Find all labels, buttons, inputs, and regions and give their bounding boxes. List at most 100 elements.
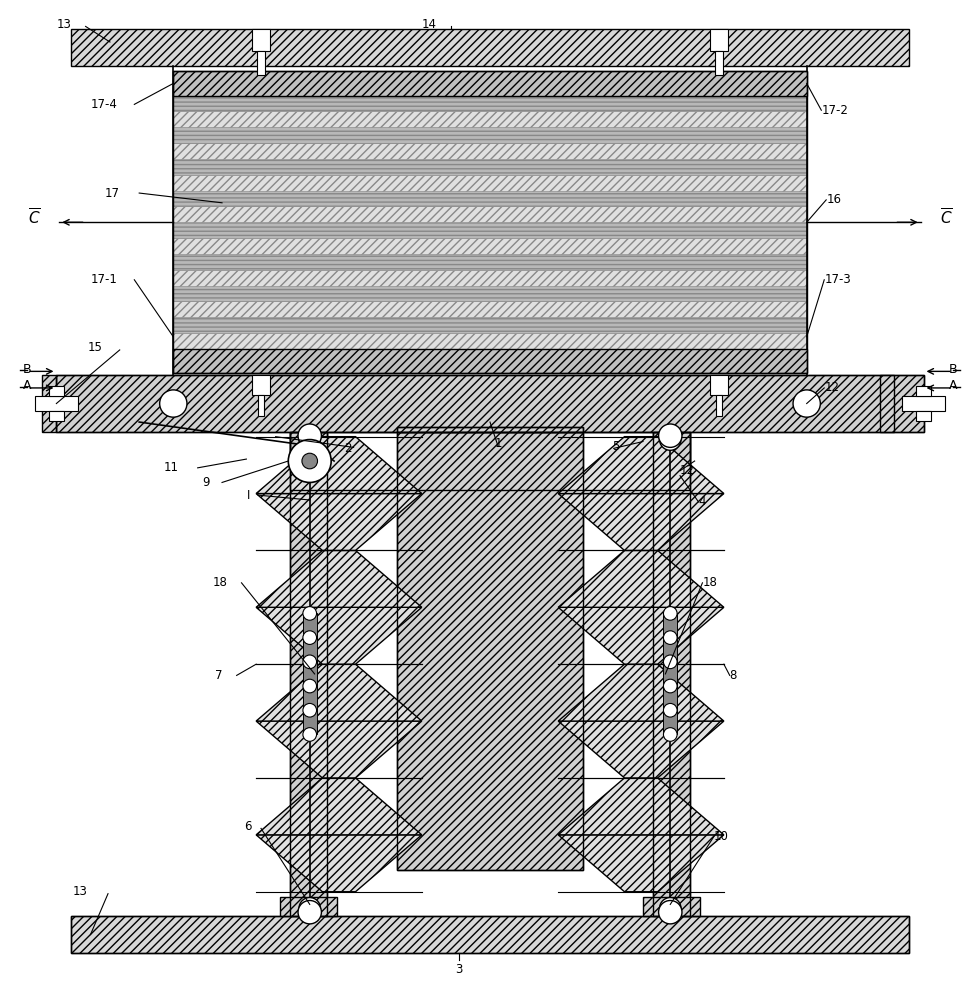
Circle shape [303, 631, 317, 644]
Text: 8: 8 [730, 669, 737, 682]
Bar [290, 432, 327, 490]
Bar [42, 375, 57, 432]
Circle shape [663, 631, 677, 644]
Circle shape [663, 728, 677, 741]
Text: 17-3: 17-3 [824, 273, 851, 286]
Bar [903, 396, 945, 411]
Bar [173, 127, 807, 143]
Circle shape [288, 440, 331, 482]
Bar [398, 427, 582, 432]
Text: 17: 17 [105, 187, 121, 200]
Bar [916, 386, 931, 396]
Bar [303, 638, 317, 710]
Polygon shape [559, 550, 724, 607]
Bar [173, 159, 807, 175]
Polygon shape [256, 664, 421, 721]
Bar [653, 432, 690, 916]
Polygon shape [559, 437, 724, 494]
Bar [173, 222, 807, 238]
Bar [303, 662, 317, 734]
Bar [71, 29, 909, 66]
Text: A: A [23, 379, 31, 392]
Polygon shape [559, 721, 724, 778]
Bar [398, 427, 582, 870]
Bar [258, 395, 265, 416]
Bar [252, 375, 270, 395]
Text: 18: 18 [703, 576, 717, 589]
Text: 2: 2 [344, 442, 352, 455]
Text: 13: 13 [73, 885, 88, 898]
Bar [173, 238, 807, 254]
Bar [49, 411, 64, 421]
Text: 17-2: 17-2 [821, 104, 848, 117]
Circle shape [659, 424, 682, 447]
Text: 6: 6 [244, 820, 252, 833]
Text: 17-1: 17-1 [90, 273, 118, 286]
Polygon shape [559, 835, 724, 892]
Bar [71, 916, 909, 953]
Bar [173, 254, 807, 270]
Bar [49, 386, 64, 396]
Circle shape [303, 703, 317, 717]
Bar [280, 897, 337, 916]
Bar [643, 897, 700, 916]
Bar [398, 427, 582, 870]
Circle shape [303, 679, 317, 693]
Polygon shape [256, 778, 421, 835]
Circle shape [663, 679, 677, 693]
Circle shape [663, 703, 677, 717]
Bar [252, 29, 270, 51]
Text: 15: 15 [87, 341, 103, 354]
Bar [57, 375, 923, 432]
Polygon shape [256, 835, 421, 892]
Bar [173, 71, 807, 373]
Bar [653, 432, 690, 490]
Polygon shape [256, 550, 421, 607]
Bar [173, 71, 807, 96]
Bar [710, 29, 728, 51]
Bar [398, 427, 582, 432]
Text: 12: 12 [680, 464, 695, 477]
Polygon shape [559, 778, 724, 835]
Circle shape [160, 390, 187, 417]
Bar [663, 638, 677, 710]
Polygon shape [559, 664, 724, 721]
Text: 12: 12 [824, 381, 839, 394]
Bar [663, 662, 677, 734]
Bar [257, 51, 265, 75]
Bar [303, 613, 317, 686]
Circle shape [303, 655, 317, 669]
Text: 18: 18 [213, 576, 227, 589]
Circle shape [660, 898, 681, 919]
Bar [710, 375, 728, 395]
Circle shape [793, 390, 820, 417]
Text: B: B [949, 363, 957, 376]
Text: 5: 5 [612, 440, 619, 453]
Circle shape [298, 424, 321, 447]
Text: 13: 13 [57, 18, 72, 31]
Text: $\overline{C}$: $\overline{C}$ [940, 207, 953, 227]
Circle shape [303, 607, 317, 620]
Circle shape [663, 655, 677, 669]
Polygon shape [256, 607, 421, 664]
Text: 3: 3 [455, 963, 463, 976]
Text: 10: 10 [714, 830, 729, 843]
Bar [173, 270, 807, 286]
Text: 11: 11 [164, 461, 178, 474]
Bar [653, 432, 690, 916]
Bar [173, 349, 807, 373]
Bar [173, 206, 807, 222]
Bar [880, 375, 895, 432]
Bar [35, 396, 77, 411]
Bar [173, 317, 807, 333]
Bar [173, 286, 807, 301]
Text: B: B [23, 363, 31, 376]
Text: 1: 1 [495, 437, 503, 450]
Circle shape [663, 607, 677, 620]
Bar [715, 51, 723, 75]
Bar [173, 96, 807, 111]
Bar [173, 191, 807, 206]
Circle shape [302, 453, 318, 469]
Bar [173, 111, 807, 127]
Text: 17-4: 17-4 [90, 98, 118, 111]
